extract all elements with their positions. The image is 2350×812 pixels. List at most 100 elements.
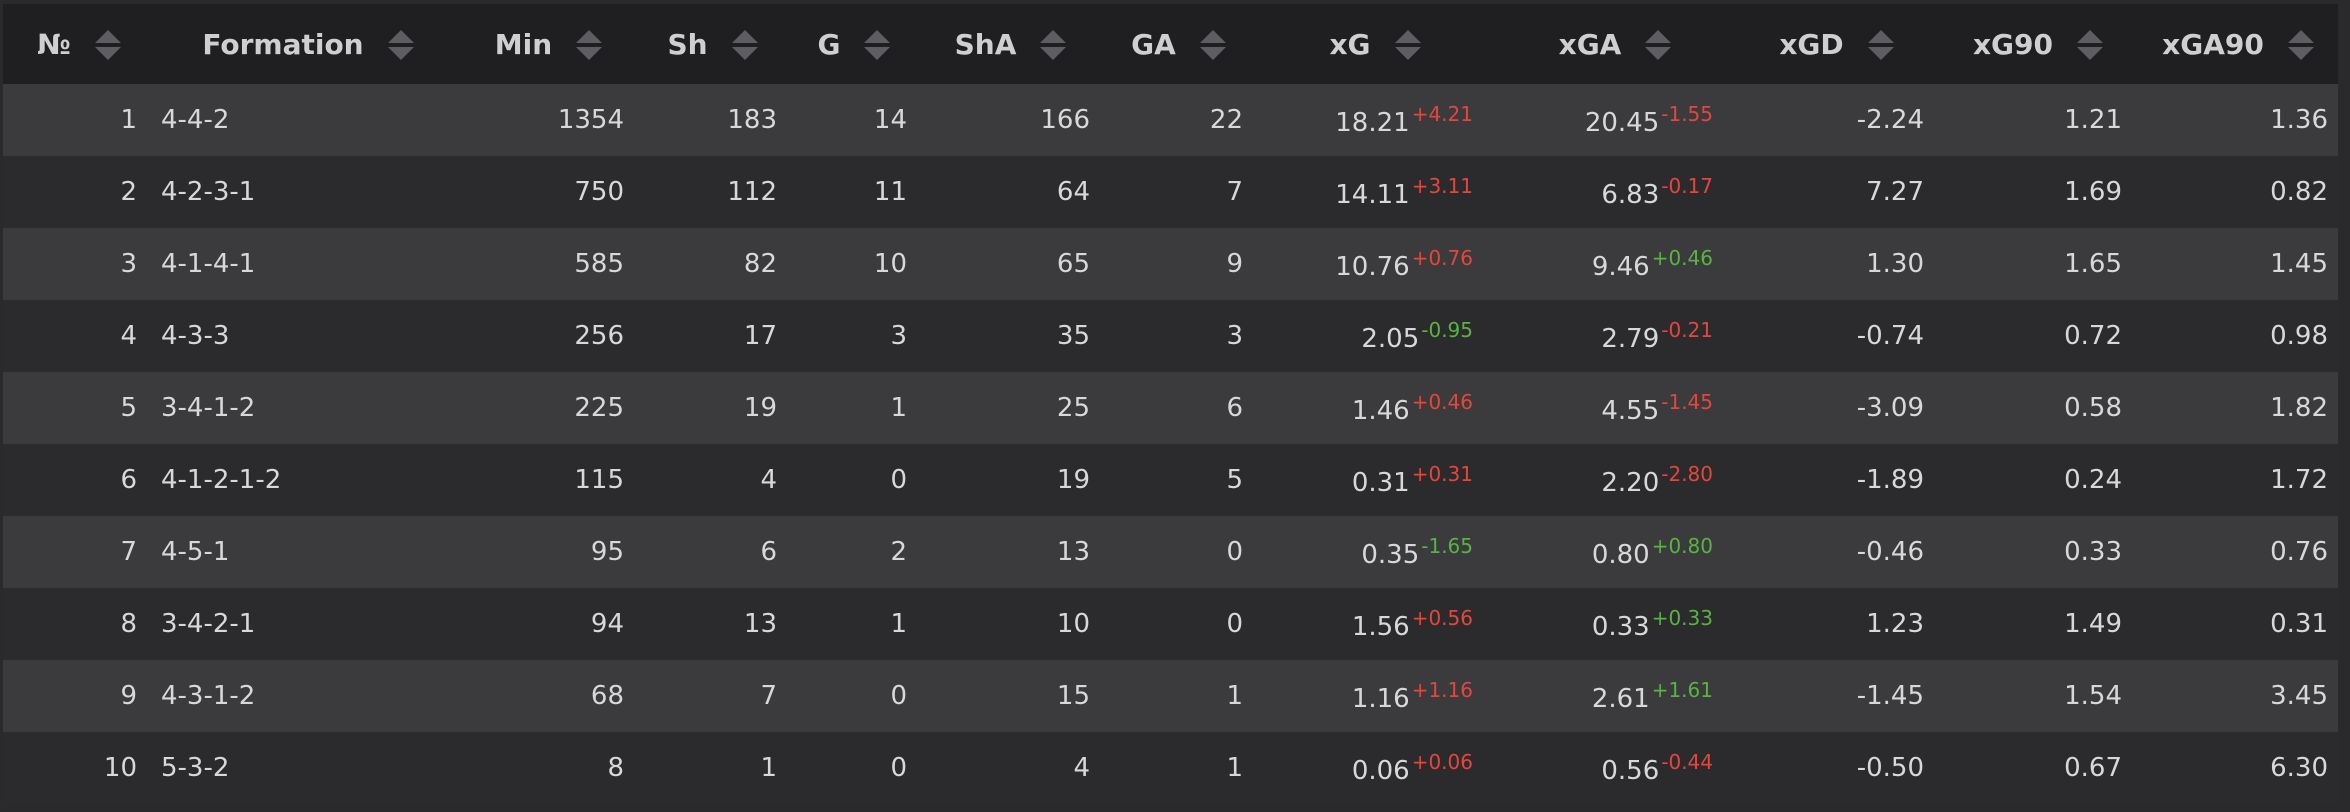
sh-cell: 4 bbox=[760, 465, 777, 495]
xg-cell: 1.16 +1.16 bbox=[1255, 660, 1495, 732]
col-sha-header[interactable]: ShA bbox=[919, 4, 1102, 84]
formation-cell: 4-4-2 bbox=[161, 105, 230, 135]
sort-arrows-icon[interactable] bbox=[864, 28, 891, 62]
xga-delta: -0.21 bbox=[1661, 318, 1713, 342]
formation-cell: 4-3-3 bbox=[161, 321, 230, 351]
xg-value: 0.31 bbox=[1351, 468, 1410, 498]
xg90-cell: 0.33 bbox=[2064, 537, 2122, 567]
col-min-header[interactable]: Min bbox=[461, 4, 636, 84]
table-row[interactable]: 6 4-1-2-1-2 115 4 0 19 5 0.31 +0.31 2.20 -2.80 -1.8… bbox=[3, 444, 2338, 516]
col-xgd-header-label: xGD bbox=[1779, 28, 1844, 61]
col-xgd-header[interactable]: xGD bbox=[1735, 4, 1938, 84]
sort-arrows-icon[interactable] bbox=[731, 28, 758, 62]
xg-value: 2.05 bbox=[1361, 324, 1420, 354]
xga-delta: -1.45 bbox=[1661, 390, 1713, 414]
xg-delta: -0.95 bbox=[1421, 318, 1473, 342]
col-g-header[interactable]: G bbox=[789, 4, 919, 84]
col-xg-header[interactable]: xG bbox=[1255, 4, 1495, 84]
sha-cell: 65 bbox=[1056, 249, 1090, 279]
xga-value: 9.46 bbox=[1591, 252, 1650, 282]
col-xg90-header[interactable]: xG90 bbox=[1938, 4, 2138, 84]
xga-cell: 9.46 +0.46 bbox=[1495, 228, 1735, 300]
rank-cell: 9 bbox=[120, 681, 137, 711]
xga-delta: +0.80 bbox=[1651, 534, 1713, 558]
rank-cell: 4 bbox=[120, 321, 137, 351]
table-row[interactable]: 3 4-1-4-1 585 82 10 65 9 10.76 +0.76 9.46 +0.46 1.3… bbox=[3, 228, 2338, 300]
sh-cell: 6 bbox=[760, 537, 777, 567]
col-formation-header-label: Formation bbox=[202, 28, 364, 61]
min-cell: 68 bbox=[590, 681, 624, 711]
g-cell: 1 bbox=[890, 393, 907, 423]
xg-cell: 18.21 +4.21 bbox=[1255, 84, 1495, 156]
rank-cell: 6 bbox=[120, 465, 137, 495]
xga90-cell: 3.45 bbox=[2270, 681, 2328, 711]
sha-cell: 10 bbox=[1056, 609, 1090, 639]
formation-cell: 5-3-2 bbox=[161, 753, 230, 783]
xga90-cell: 0.98 bbox=[2270, 321, 2328, 351]
col-xga90-header[interactable]: xGA90 bbox=[2138, 4, 2338, 84]
xga-cell: 0.56 -0.44 bbox=[1495, 732, 1735, 804]
xgd-cell: -2.24 bbox=[1856, 105, 1924, 135]
ga-cell: 9 bbox=[1226, 249, 1243, 279]
xg90-cell: 1.21 bbox=[2064, 105, 2122, 135]
xg-delta: +0.46 bbox=[1411, 390, 1473, 414]
min-cell: 225 bbox=[574, 393, 624, 423]
min-cell: 95 bbox=[590, 537, 624, 567]
sort-arrows-icon[interactable] bbox=[2287, 28, 2314, 62]
xga-value: 4.55 bbox=[1601, 396, 1660, 426]
rank-cell: 10 bbox=[103, 753, 137, 783]
g-cell: 0 bbox=[890, 681, 907, 711]
sha-cell: 13 bbox=[1056, 537, 1090, 567]
sort-arrows-icon[interactable] bbox=[2077, 28, 2103, 62]
xga-delta: -0.17 bbox=[1661, 174, 1713, 198]
table-row[interactable]: 1 4-4-2 1354 183 14 166 22 18.21 +4.21 20.45 -1.55… bbox=[3, 84, 2338, 156]
sort-arrows-icon[interactable] bbox=[1199, 28, 1226, 62]
formation-cell: 4-1-4-1 bbox=[161, 249, 256, 279]
col-xga-header-label: xGA bbox=[1558, 28, 1622, 61]
xg90-cell: 0.58 bbox=[2064, 393, 2122, 423]
table-row[interactable]: 2 4-2-3-1 750 112 11 64 7 14.11 +3.11 6.83 -0.17 7.… bbox=[3, 156, 2338, 228]
table-row[interactable]: 8 3-4-2-1 94 13 1 10 0 1.56 +0.56 0.33 +0.33 1.23 1.… bbox=[3, 588, 2338, 660]
xg-delta: +1.16 bbox=[1411, 678, 1473, 702]
xg-value: 0.35 bbox=[1361, 540, 1420, 570]
xga-delta: +0.46 bbox=[1651, 246, 1713, 270]
sort-arrows-icon[interactable] bbox=[1645, 28, 1672, 62]
sort-arrows-icon[interactable] bbox=[1867, 28, 1894, 62]
sha-cell: 166 bbox=[1040, 105, 1090, 135]
sort-arrows-icon[interactable] bbox=[387, 28, 414, 62]
col-xg-header-label: xG bbox=[1329, 28, 1371, 61]
sort-arrows-icon[interactable] bbox=[1394, 28, 1421, 62]
table-row[interactable]: 10 5-3-2 8 1 0 4 1 0.06 +0.06 0.56 -0.44 -0.50 0.67 6… bbox=[3, 732, 2338, 804]
col-xga90-header-label: xGA90 bbox=[2162, 28, 2264, 61]
xga90-cell: 1.36 bbox=[2270, 105, 2328, 135]
xg-value: 1.46 bbox=[1351, 396, 1410, 426]
xga-value: 20.45 bbox=[1584, 108, 1660, 138]
xga90-cell: 0.76 bbox=[2270, 537, 2328, 567]
xg90-cell: 1.69 bbox=[2064, 177, 2122, 207]
col-formation-header[interactable]: Formation bbox=[155, 4, 461, 84]
xga-value: 0.80 bbox=[1591, 540, 1650, 570]
table-row[interactable]: 9 4-3-1-2 68 7 0 15 1 1.16 +1.16 2.61 +1.61 -1.45 1.… bbox=[3, 660, 2338, 732]
sort-arrows-icon[interactable] bbox=[94, 28, 121, 62]
sort-arrows-icon[interactable] bbox=[576, 28, 603, 62]
xg90-cell: 1.65 bbox=[2064, 249, 2122, 279]
col-xga-header[interactable]: xGA bbox=[1495, 4, 1735, 84]
sh-cell: 1 bbox=[760, 753, 777, 783]
table-row[interactable]: 7 4-5-1 95 6 2 13 0 0.35 -1.65 0.80 +0.80 -0.46 0.33… bbox=[3, 516, 2338, 588]
xg-delta: +3.11 bbox=[1411, 174, 1473, 198]
sort-arrows-icon[interactable] bbox=[1040, 28, 1067, 62]
sh-cell: 7 bbox=[760, 681, 777, 711]
sh-cell: 183 bbox=[727, 105, 777, 135]
formation-cell: 4-3-1-2 bbox=[161, 681, 256, 711]
col-rank-header[interactable]: № bbox=[3, 4, 155, 84]
xg-cell: 1.56 +0.56 bbox=[1255, 588, 1495, 660]
col-ga-header[interactable]: GA bbox=[1102, 4, 1255, 84]
table-row[interactable]: 4 4-3-3 256 17 3 35 3 2.05 -0.95 2.79 -0.21 -0.74 0.… bbox=[3, 300, 2338, 372]
xg-value: 1.56 bbox=[1351, 612, 1410, 642]
table-row[interactable]: 5 3-4-1-2 225 19 1 25 6 1.46 +0.46 4.55 -1.45 -3.09… bbox=[3, 372, 2338, 444]
xga-value: 2.20 bbox=[1601, 468, 1660, 498]
rank-cell: 2 bbox=[120, 177, 137, 207]
col-sh-header[interactable]: Sh bbox=[636, 4, 789, 84]
col-xg90-header-label: xG90 bbox=[1972, 28, 2053, 61]
sh-cell: 17 bbox=[743, 321, 777, 351]
